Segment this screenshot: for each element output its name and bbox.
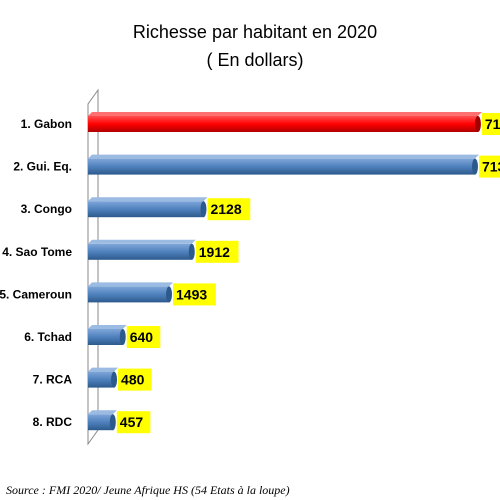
data-label-bg-4 xyxy=(195,240,239,263)
bar-4 xyxy=(88,243,192,260)
bar-top-face-7 xyxy=(88,367,119,372)
category-label-6: 6. Tchad xyxy=(24,330,72,344)
bar-end-cap-7 xyxy=(111,371,118,388)
data-label-7: 480 xyxy=(121,372,145,388)
data-label-bg-8 xyxy=(116,411,151,434)
bar-top-face-6 xyxy=(88,325,127,329)
bar-top-face-8 xyxy=(88,410,117,415)
bar-end-cap-3 xyxy=(200,201,207,218)
bar-1 xyxy=(88,116,478,132)
bar-end-cap-6 xyxy=(119,329,126,345)
data-label-2: 7131 xyxy=(482,159,500,175)
bar-5 xyxy=(88,286,170,303)
data-label-bg-3 xyxy=(207,198,251,221)
category-label-4: 4. Sao Tome xyxy=(2,245,72,259)
bar-top-face-2 xyxy=(88,154,479,159)
data-label-bg-7 xyxy=(118,368,152,391)
bar-top-face-5 xyxy=(88,282,174,287)
data-label-bg-1 xyxy=(481,113,500,135)
category-label-5: 5. Cameroun xyxy=(0,287,72,301)
bar-6 xyxy=(88,329,123,345)
data-label-8: 457 xyxy=(120,414,144,430)
data-label-4: 1912 xyxy=(199,244,230,260)
bar-3 xyxy=(88,201,204,218)
category-label-8: 8. RDC xyxy=(33,415,73,429)
bar-end-cap-2 xyxy=(471,158,478,175)
bar-end-cap-4 xyxy=(188,243,195,260)
bar-top-face-3 xyxy=(88,197,208,202)
bar-end-cap-5 xyxy=(166,286,173,303)
data-label-3: 2128 xyxy=(210,201,241,217)
data-label-bg-5 xyxy=(173,283,216,306)
data-labels: 7185 7131 2128 1912 1493 640 480 457 xyxy=(116,113,500,434)
data-label-bg-6 xyxy=(126,326,161,348)
bar-8 xyxy=(88,414,113,431)
data-label-bg-2 xyxy=(478,155,500,178)
chart-title: Richesse par habitant en 2020 xyxy=(133,22,377,42)
bar-end-cap-1 xyxy=(474,116,481,132)
chart-subtitle: ( En dollars) xyxy=(206,50,303,70)
category-label-3: 3. Congo xyxy=(21,202,72,216)
category-label-7: 7. RCA xyxy=(33,373,73,387)
category-label-2: 2. Gui. Eq. xyxy=(13,160,72,174)
source-note: Source : FMI 2020/ Jeune Afrique HS (54 … xyxy=(6,483,290,497)
data-label-5: 1493 xyxy=(176,286,207,302)
category-label-1: 1. Gabon xyxy=(21,117,72,131)
bars-layer xyxy=(88,112,482,431)
plot-back-wall xyxy=(87,88,99,446)
category-labels: 1. Gabon 2. Gui. Eq. 3. Congo 4. Sao Tome 5.… xyxy=(0,117,72,429)
bar-2 xyxy=(88,158,475,175)
data-label-6: 640 xyxy=(130,329,154,345)
data-label-1: 7185 xyxy=(485,116,500,132)
bar-top-face-1 xyxy=(88,112,482,116)
bar-end-cap-8 xyxy=(109,414,116,431)
bar-top-face-4 xyxy=(88,239,196,244)
bar-7 xyxy=(88,371,115,388)
plot-frame xyxy=(87,88,99,446)
